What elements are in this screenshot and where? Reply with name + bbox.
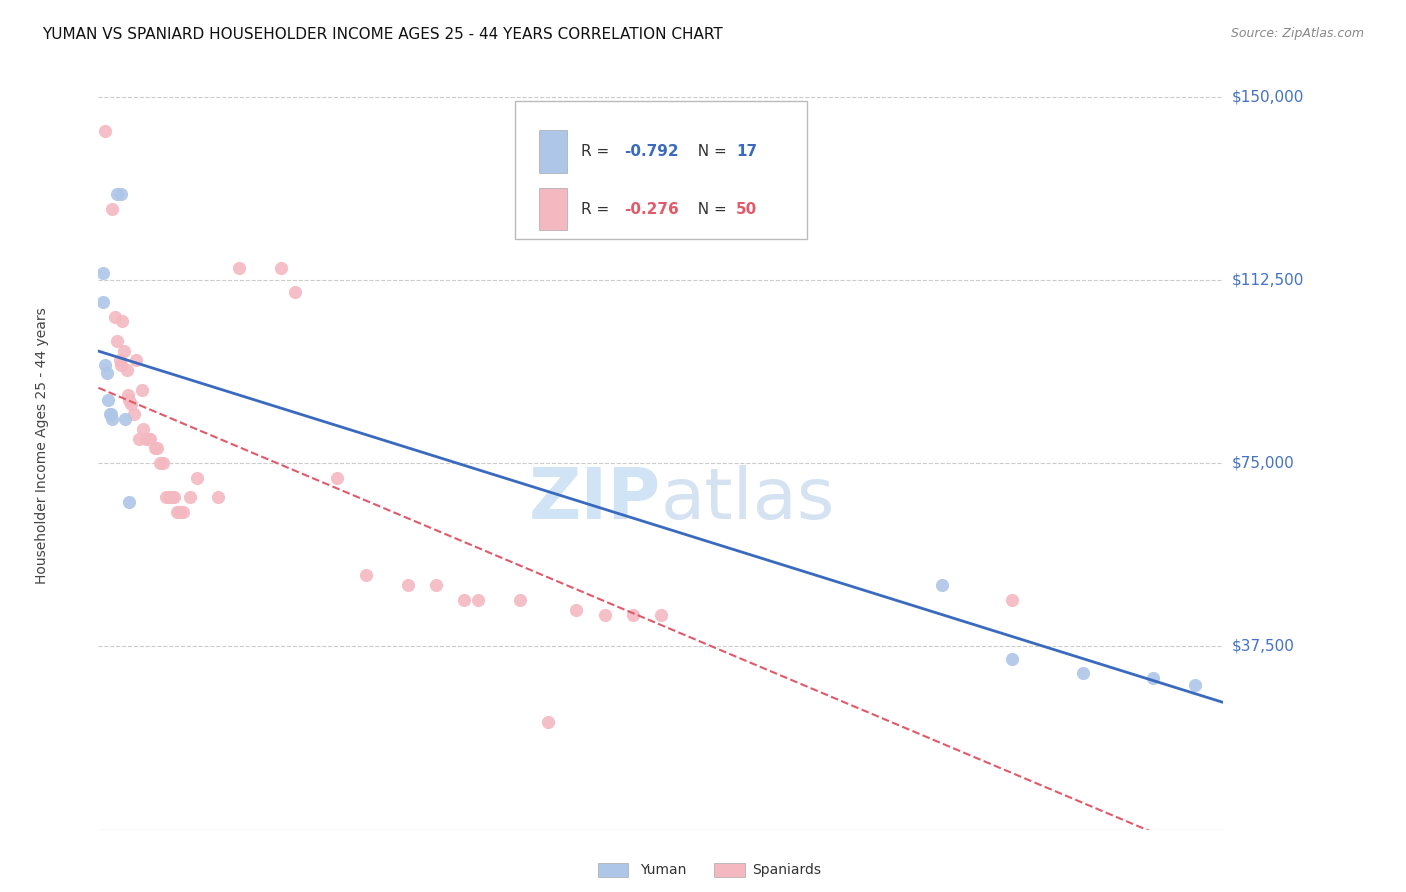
Point bbox=[650, 607, 672, 622]
Point bbox=[110, 187, 132, 202]
Point bbox=[110, 359, 132, 373]
Point bbox=[101, 202, 124, 216]
Point bbox=[593, 607, 616, 622]
Bar bbox=[540, 188, 568, 230]
Point bbox=[143, 442, 166, 456]
Point bbox=[118, 392, 141, 407]
Point bbox=[96, 366, 118, 380]
Point bbox=[117, 387, 139, 401]
Bar bbox=[598, 863, 628, 877]
Point bbox=[120, 397, 142, 411]
Point bbox=[105, 334, 128, 348]
Point bbox=[160, 491, 183, 505]
Bar bbox=[540, 130, 568, 172]
Point bbox=[163, 491, 186, 505]
Point bbox=[396, 578, 419, 592]
Point bbox=[132, 422, 155, 436]
Point bbox=[155, 491, 177, 505]
Point bbox=[931, 578, 953, 592]
Point bbox=[135, 432, 157, 446]
Text: Spaniards: Spaniards bbox=[752, 863, 821, 877]
Point bbox=[131, 383, 153, 397]
Point bbox=[118, 495, 141, 509]
Point bbox=[172, 505, 194, 519]
Point bbox=[122, 407, 145, 421]
Text: R =: R = bbox=[581, 202, 614, 217]
Point bbox=[270, 260, 292, 275]
Point bbox=[91, 294, 114, 309]
Text: Householder Income Ages 25 - 44 years: Householder Income Ages 25 - 44 years bbox=[35, 308, 49, 584]
Point bbox=[207, 491, 229, 505]
Point bbox=[91, 266, 114, 280]
Point bbox=[128, 432, 150, 446]
Point bbox=[94, 124, 117, 138]
Point bbox=[509, 593, 531, 607]
Text: $75,000: $75,000 bbox=[1232, 456, 1295, 471]
Text: $112,500: $112,500 bbox=[1232, 272, 1303, 287]
Text: 17: 17 bbox=[737, 144, 758, 159]
Point bbox=[326, 471, 349, 485]
Point bbox=[228, 260, 250, 275]
Point bbox=[94, 359, 117, 373]
Point bbox=[1142, 671, 1164, 685]
Text: Yuman: Yuman bbox=[640, 863, 686, 877]
Point bbox=[537, 714, 560, 729]
Point bbox=[166, 505, 188, 519]
Text: R =: R = bbox=[581, 144, 614, 159]
Point bbox=[111, 314, 134, 328]
Point bbox=[100, 407, 122, 421]
Point bbox=[105, 187, 128, 202]
FancyBboxPatch shape bbox=[515, 101, 807, 239]
Point bbox=[425, 578, 447, 592]
Point bbox=[565, 603, 588, 617]
Point bbox=[98, 407, 121, 421]
Text: $37,500: $37,500 bbox=[1232, 639, 1295, 654]
Point bbox=[354, 568, 377, 582]
Point bbox=[112, 343, 135, 358]
Point bbox=[138, 432, 160, 446]
Text: -0.276: -0.276 bbox=[624, 202, 679, 217]
Point bbox=[101, 412, 124, 426]
Bar bbox=[714, 863, 745, 877]
Text: Source: ZipAtlas.com: Source: ZipAtlas.com bbox=[1230, 27, 1364, 40]
Text: N =: N = bbox=[688, 144, 731, 159]
Point bbox=[186, 471, 208, 485]
Text: atlas: atlas bbox=[661, 466, 835, 534]
Point bbox=[621, 607, 644, 622]
Text: $150,000: $150,000 bbox=[1232, 89, 1303, 104]
Point bbox=[169, 505, 191, 519]
Point bbox=[152, 456, 174, 470]
Point bbox=[453, 593, 475, 607]
Point bbox=[467, 593, 489, 607]
Point bbox=[104, 310, 127, 324]
Point bbox=[284, 285, 307, 299]
Point bbox=[1001, 593, 1024, 607]
Text: N =: N = bbox=[688, 202, 731, 217]
Point bbox=[125, 353, 148, 368]
Point bbox=[149, 456, 172, 470]
Point bbox=[139, 432, 162, 446]
Text: -0.792: -0.792 bbox=[624, 144, 678, 159]
Point bbox=[157, 491, 180, 505]
Point bbox=[146, 442, 169, 456]
Point bbox=[115, 363, 138, 377]
Text: YUMAN VS SPANIARD HOUSEHOLDER INCOME AGES 25 - 44 YEARS CORRELATION CHART: YUMAN VS SPANIARD HOUSEHOLDER INCOME AGE… bbox=[42, 27, 723, 42]
Text: 50: 50 bbox=[737, 202, 758, 217]
Point bbox=[1001, 651, 1024, 665]
Point bbox=[97, 392, 120, 407]
Point bbox=[179, 491, 201, 505]
Point bbox=[1071, 666, 1094, 681]
Point bbox=[1184, 678, 1206, 692]
Point bbox=[114, 412, 136, 426]
Text: ZIP: ZIP bbox=[529, 466, 661, 534]
Point bbox=[108, 353, 131, 368]
